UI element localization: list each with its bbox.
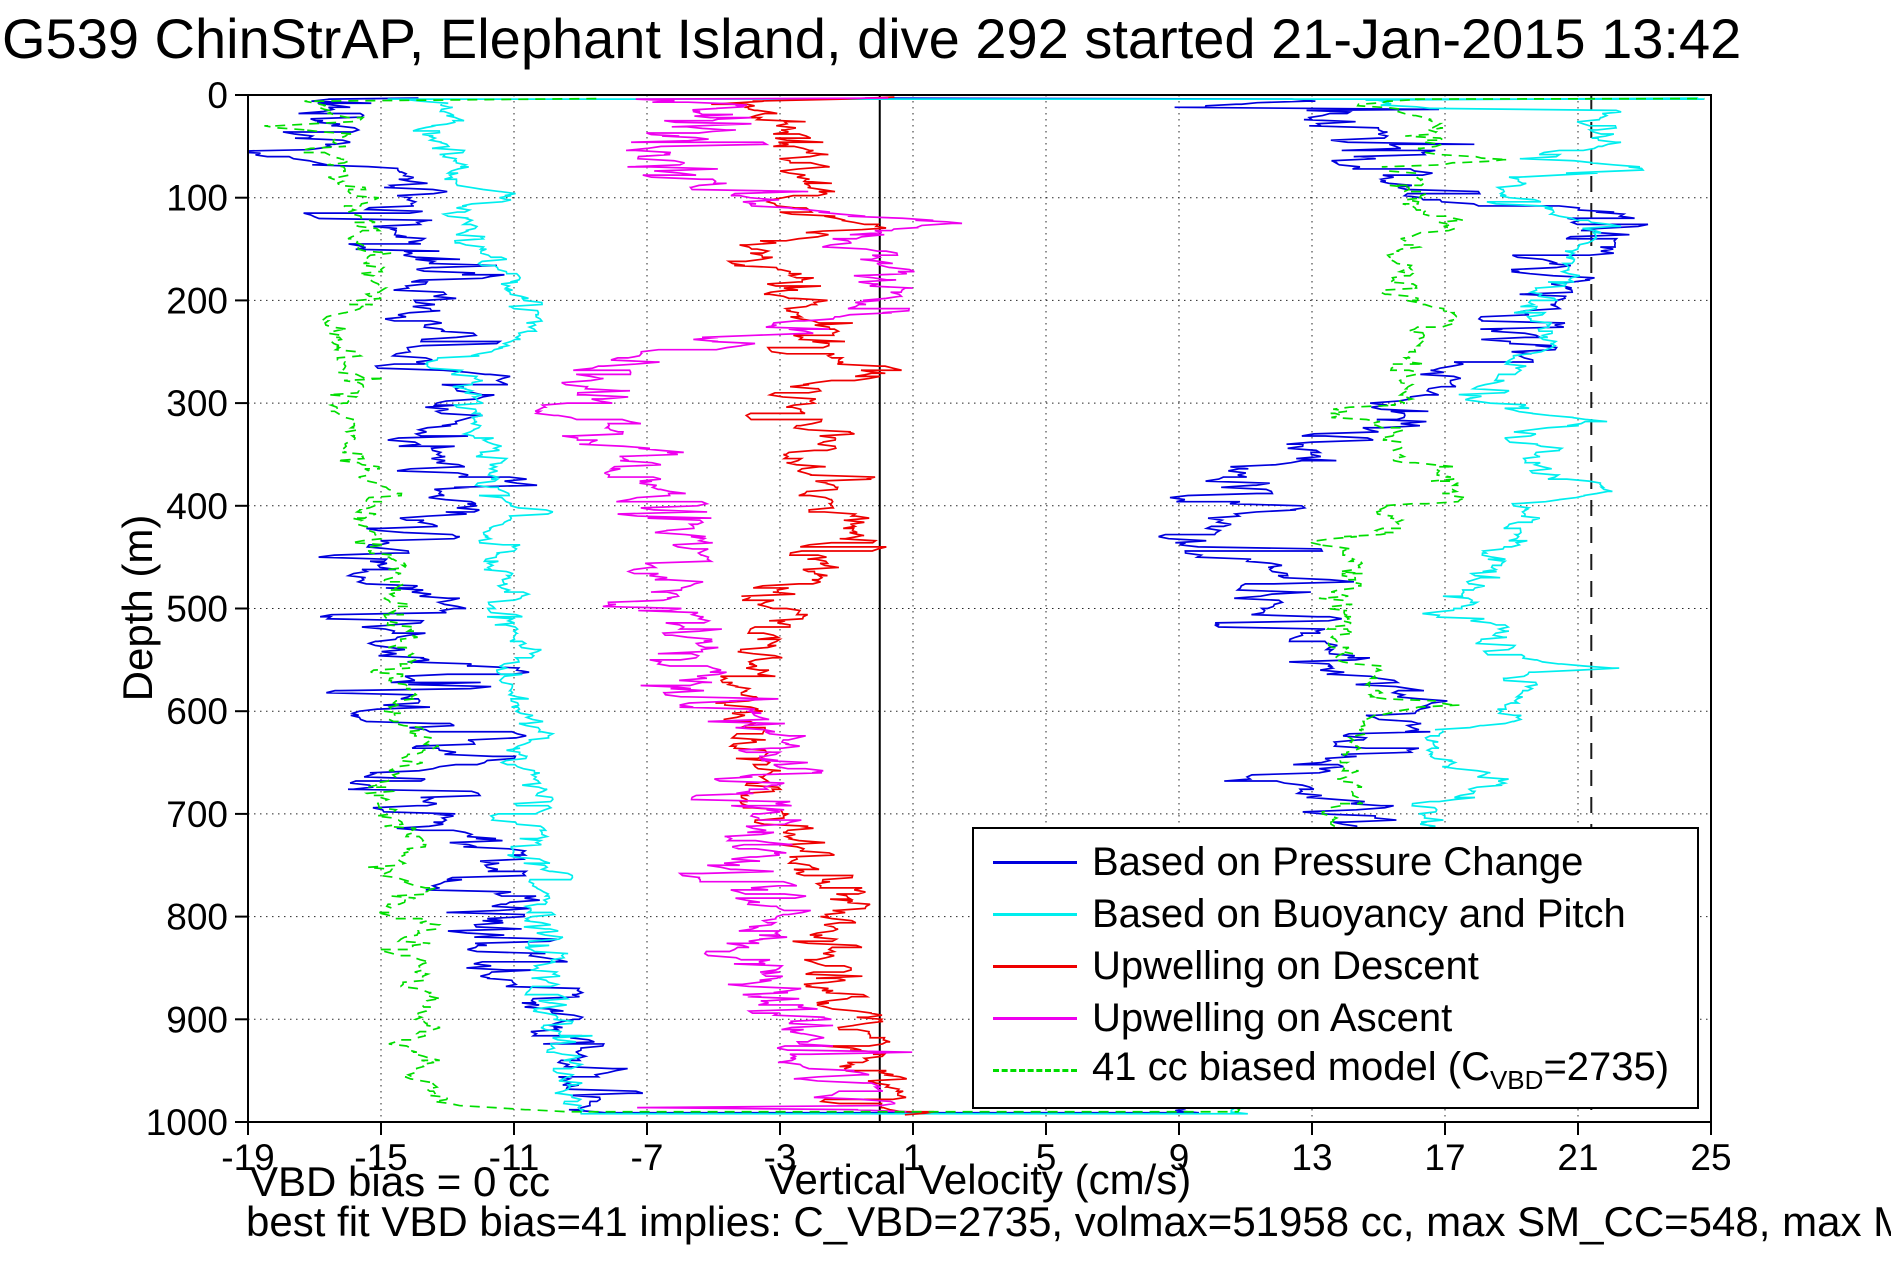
magenta-line-swatch-icon: [993, 1016, 1077, 1020]
cyan-line-swatch-icon: [993, 912, 1077, 916]
chart-title: G539 ChinStrAP, Elephant Island, dive 29…: [2, 7, 1742, 70]
y-tick-label: 500: [166, 589, 228, 630]
legend-label: Based on Pressure Change: [1092, 839, 1584, 884]
legend: Based on Pressure Change Based on Buoyan…: [972, 827, 1699, 1109]
legend-item-upwelling-descent: Upwelling on Descent: [974, 940, 1697, 992]
green-dashed-line-swatch-icon: [993, 1068, 1077, 1072]
x-tick-label: -3: [764, 1137, 797, 1178]
x-tick-label: 1: [903, 1137, 924, 1178]
x-tick-label: -19: [221, 1137, 274, 1178]
legend-item-upwelling-ascent: Upwelling on Ascent: [974, 992, 1697, 1044]
y-tick-label: 1000: [146, 1102, 228, 1143]
series-line-2: [711, 96, 935, 1116]
x-tick-label: 9: [1169, 1137, 1190, 1178]
blue-line-swatch-icon: [993, 860, 1077, 864]
y-tick-label: 400: [166, 486, 228, 527]
x-tick-label: 25: [1690, 1137, 1731, 1178]
y-tick-label: 600: [166, 691, 228, 732]
vbd-bias-annotation: VBD bias = 0 cc: [250, 1158, 550, 1205]
legend-label: Upwelling on Descent: [1092, 943, 1479, 988]
x-tick-label: 13: [1291, 1137, 1332, 1178]
x-tick-label: -7: [631, 1137, 664, 1178]
y-tick-label: 200: [166, 280, 228, 321]
best-fit-annotation: best fit VBD bias=41 implies: C_VBD=2735…: [246, 1198, 1891, 1245]
x-tick-label: 21: [1557, 1137, 1598, 1178]
legend-label: Upwelling on Ascent: [1092, 995, 1453, 1040]
series-line-0: [248, 97, 1649, 1114]
x-tick-label: -15: [354, 1137, 407, 1178]
x-tick-label: 17: [1424, 1137, 1465, 1178]
legend-label: Based on Buoyancy and Pitch: [1092, 891, 1626, 936]
x-axis-label: Vertical Velocity (cm/s): [768, 1156, 1192, 1203]
legend-label: 41 cc biased model (CVBD=2735): [1092, 1044, 1670, 1095]
y-tick-label: 300: [166, 383, 228, 424]
series-line-3: [533, 97, 963, 1113]
legend-item-biased-model: 41 cc biased model (CVBD=2735): [974, 1044, 1697, 1096]
x-tick-label: -11: [489, 1137, 540, 1178]
y-axis-label: Depth (m): [114, 514, 161, 702]
legend-item-buoyancy: Based on Buoyancy and Pitch: [974, 888, 1697, 940]
y-tick-label: 0: [207, 75, 228, 116]
x-tick-label: 5: [1036, 1137, 1057, 1178]
red-line-swatch-icon: [993, 964, 1077, 968]
y-tick-label: 800: [166, 897, 228, 938]
y-tick-label: 100: [166, 178, 228, 219]
y-tick-label: 700: [166, 794, 228, 835]
y-tick-label: 900: [166, 999, 228, 1040]
legend-item-pressure: Based on Pressure Change: [974, 836, 1697, 888]
